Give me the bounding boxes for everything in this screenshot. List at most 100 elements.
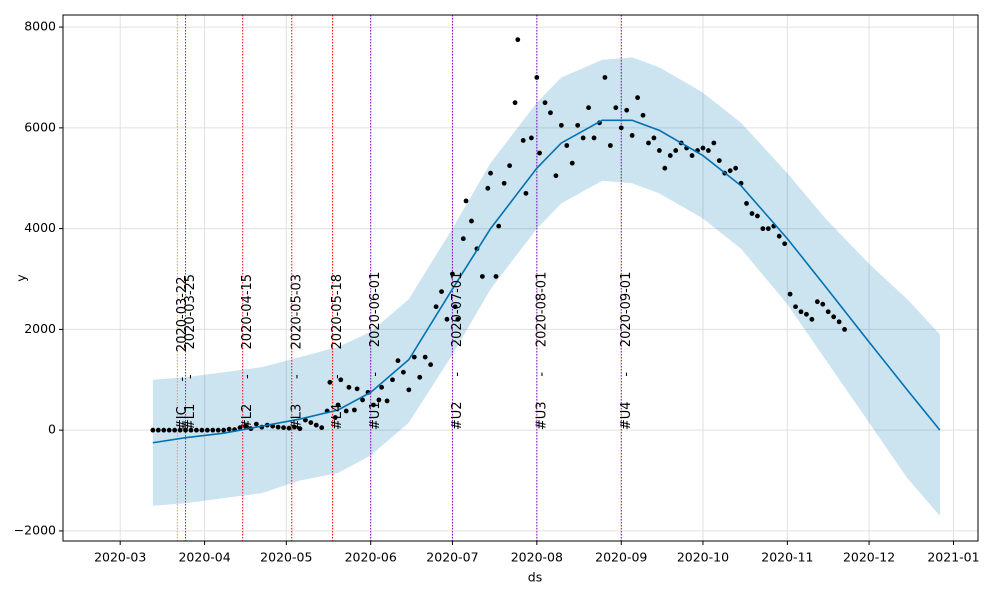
data-point: [493, 274, 499, 279]
data-point: [469, 218, 474, 224]
data-point: [172, 427, 178, 433]
x-tick-label: 2020-05: [260, 550, 312, 565]
x-tick-label: 2020-06: [345, 550, 397, 565]
changepoint-label: #U1 - 2020-06-01: [368, 272, 383, 431]
forecast-line: [152, 119, 941, 444]
changepoint-label: #IC - 2020-03-22: [175, 277, 190, 431]
data-point: [221, 427, 227, 433]
data-point: [507, 163, 513, 169]
data-point: [635, 95, 640, 101]
data-point: [569, 160, 575, 166]
plot-frame: [62, 14, 979, 542]
data-point: [488, 170, 493, 176]
data-point: [542, 100, 548, 106]
data-point: [327, 379, 333, 385]
data-point: [564, 143, 570, 148]
data-point: [804, 311, 809, 317]
data-point: [776, 233, 782, 239]
data-point: [667, 153, 673, 158]
data-point: [662, 165, 668, 171]
data-point: [281, 425, 286, 431]
data-point: [744, 201, 749, 206]
data-point: [825, 309, 831, 315]
data-point: [371, 402, 376, 408]
data-point: [422, 354, 428, 360]
data-point: [575, 122, 581, 128]
data-point: [646, 140, 651, 146]
data-point: [177, 427, 183, 433]
data-point: [204, 427, 210, 433]
data-point: [460, 236, 466, 242]
data-point: [401, 369, 406, 375]
data-point: [749, 211, 755, 216]
data-point: [308, 420, 314, 425]
data-point: [428, 362, 434, 368]
y-tick-label: −2000: [14, 522, 56, 537]
data-point: [338, 377, 344, 383]
data-point: [820, 301, 826, 307]
y-axis-label: y: [14, 274, 29, 282]
data-point: [343, 408, 349, 414]
data-point: [793, 304, 798, 310]
data-point: [814, 299, 820, 305]
data-point: [297, 426, 303, 432]
data-point: [417, 374, 423, 380]
data-point: [727, 168, 733, 174]
data-point: [618, 125, 624, 131]
x-tick-label: 2021-01: [927, 550, 979, 565]
data-point: [515, 37, 521, 43]
x-tick-label: 2020-12: [843, 550, 895, 565]
data-point: [292, 424, 297, 430]
data-point: [313, 422, 319, 428]
data-point: [528, 135, 534, 141]
data-point: [558, 122, 564, 128]
data-point: [237, 425, 243, 431]
data-point: [689, 153, 695, 158]
data-point: [335, 402, 341, 408]
data-point: [390, 377, 395, 383]
changepoint-label: #L1 - 2020-03-25: [183, 274, 198, 430]
data-point: [376, 397, 382, 403]
uncertainty-band: [152, 57, 940, 516]
x-tick-label: 2020-09: [595, 550, 647, 565]
data-point: [782, 241, 788, 247]
data-point: [607, 143, 613, 148]
x-axis-label: ds: [528, 570, 542, 585]
data-point: [656, 148, 662, 153]
y-tick-label: 4000: [24, 220, 56, 235]
data-point: [624, 107, 630, 113]
data-point: [755, 213, 760, 219]
x-tick-label: 2020-08: [511, 550, 563, 565]
data-point: [354, 386, 360, 392]
y-tick-label: 8000: [24, 19, 56, 34]
data-point: [166, 427, 172, 433]
data-point: [395, 358, 401, 364]
data-point: [433, 304, 439, 310]
x-tick-label: 2020-07: [426, 550, 478, 565]
data-point: [831, 314, 837, 320]
data-point: [523, 190, 529, 196]
data-point: [787, 291, 793, 297]
data-point: [485, 185, 491, 191]
changepoint-label: #U4 - 2020-09-01: [619, 272, 634, 431]
data-point: [444, 316, 450, 322]
data-point: [836, 319, 842, 325]
data-point: [406, 387, 412, 393]
data-point: [534, 75, 540, 80]
data-point: [150, 427, 156, 433]
data-point: [253, 421, 259, 427]
data-point: [226, 426, 232, 432]
data-point: [520, 138, 526, 143]
data-point: [651, 135, 657, 141]
x-tick-label: 2020-10: [677, 550, 729, 565]
data-point: [673, 148, 679, 153]
x-tick-label: 2020-11: [761, 550, 813, 565]
y-tick-label: 6000: [24, 119, 56, 134]
changepoint-label: #U3 - 2020-08-01: [534, 272, 549, 431]
data-point: [346, 384, 352, 390]
data-point: [210, 427, 216, 433]
data-point: [439, 289, 444, 295]
data-point: [842, 326, 847, 332]
data-point: [586, 105, 591, 111]
data-point: [455, 316, 461, 322]
